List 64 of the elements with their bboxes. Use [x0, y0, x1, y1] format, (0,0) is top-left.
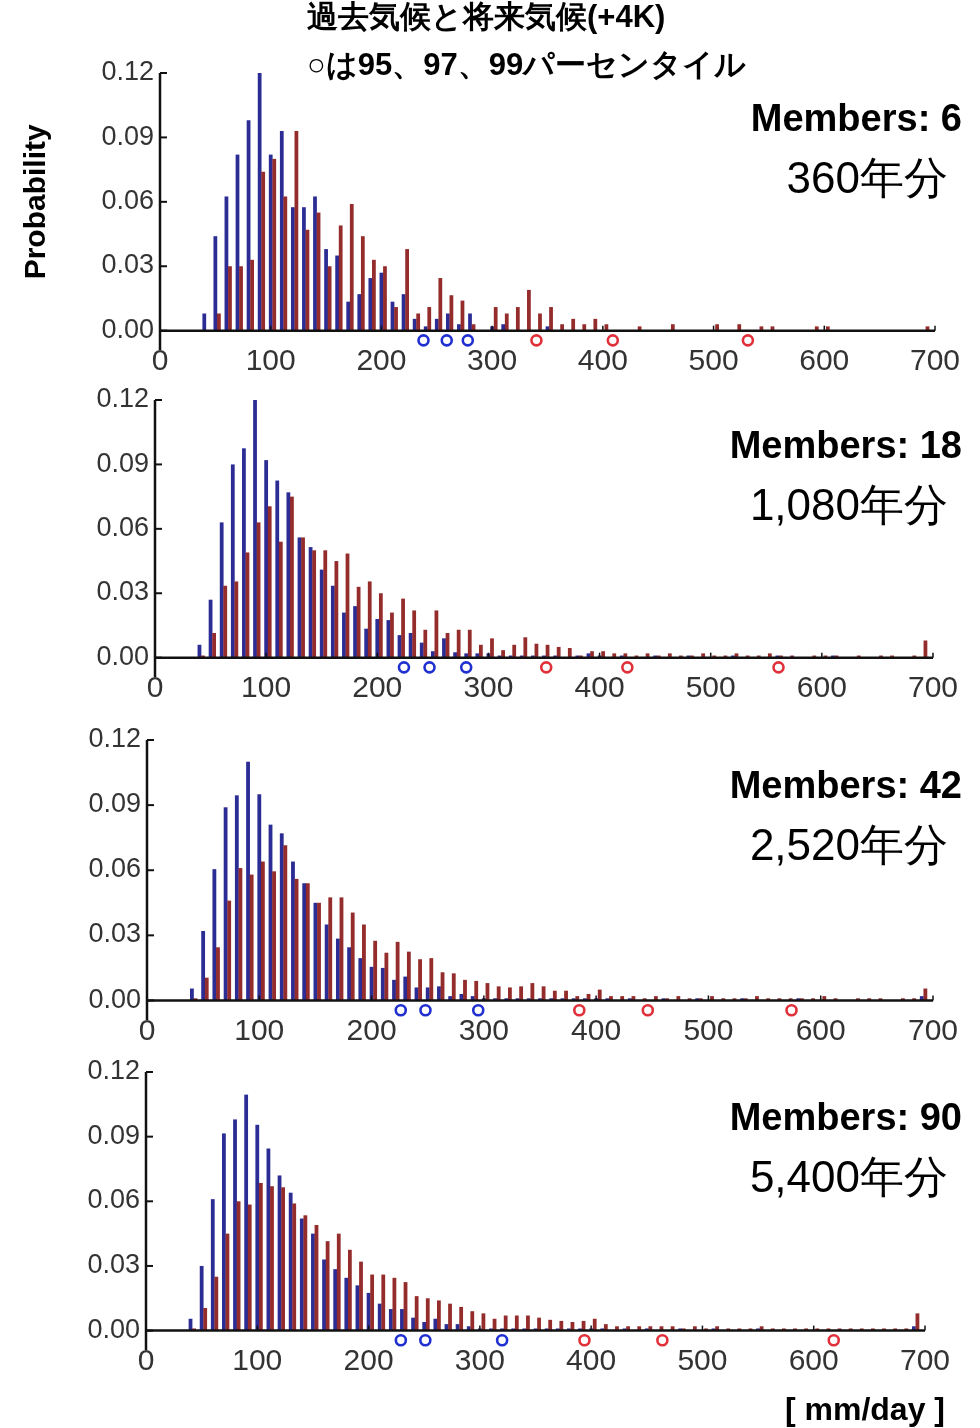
x-tick-label: 200 [346, 1012, 397, 1046]
y-tick-label: 0.03 [88, 918, 141, 949]
annotation: Members: 6 [750, 97, 962, 139]
annotation: 1,080年分 [749, 480, 948, 529]
x-tick-label: 0 [151, 342, 169, 376]
annotation: 5,400年分 [749, 1152, 948, 1201]
y-tick-label: 0.00 [87, 1313, 140, 1344]
y-tick-label: 0.12 [101, 56, 154, 87]
y-tick-label: 0.06 [87, 1184, 140, 1215]
annotation: 360年分 [786, 153, 948, 202]
x-tick-label: 600 [799, 342, 850, 376]
y-tick-label: 0.00 [101, 313, 154, 344]
x-tick-label: 0 [146, 669, 164, 703]
y-tick-label: 0.00 [96, 640, 149, 671]
x-tick-label: 300 [463, 669, 514, 703]
annotation: Members: 42 [729, 764, 962, 806]
annotation: 2,520年分 [749, 820, 948, 869]
y-tick-label: 0.06 [88, 853, 141, 884]
x-tick-label: 300 [454, 1342, 505, 1376]
x-tick-label: 300 [467, 342, 518, 376]
x-tick-label: 400 [574, 669, 625, 703]
x-tick-label: 700 [907, 669, 959, 703]
x-tick-label: 300 [458, 1012, 509, 1046]
y-tick-label: 0.03 [96, 576, 149, 607]
y-tick-label: 0.03 [87, 1249, 140, 1280]
y-tick-label: 0.12 [96, 383, 149, 414]
x-tick-label: 500 [688, 342, 739, 376]
x-axis-title: [ mm/day ] [784, 1391, 945, 1427]
x-tick-label: 0 [138, 1012, 156, 1046]
y-tick-label: 0.09 [88, 788, 141, 819]
chart-subtitle: ○は95、97、99パーセンタイル [307, 47, 747, 82]
x-tick-label: 200 [343, 1342, 394, 1376]
x-tick-label: 100 [241, 669, 292, 703]
y-tick-label: 0.03 [101, 249, 154, 280]
x-tick-label: 400 [577, 342, 628, 376]
x-tick-label: 0 [137, 1342, 155, 1376]
x-tick-label: 600 [795, 1012, 846, 1046]
x-tick-label: 700 [909, 342, 961, 376]
x-tick-label: 100 [234, 1012, 285, 1046]
y-tick-label: 0.09 [96, 447, 149, 478]
x-tick-label: 100 [245, 342, 296, 376]
x-tick-label: 600 [796, 669, 847, 703]
x-tick-label: 700 [899, 1342, 951, 1376]
x-tick-label: 400 [566, 1342, 617, 1376]
y-axis-title: Probability [18, 124, 51, 280]
y-tick-label: 0.09 [101, 120, 154, 151]
x-tick-label: 200 [356, 342, 407, 376]
x-tick-label: 500 [685, 669, 736, 703]
y-tick-label: 0.09 [87, 1119, 140, 1150]
y-tick-label: 0.06 [96, 511, 149, 542]
x-tick-label: 600 [788, 1342, 839, 1376]
chart-title: 過去気候と将来気候(+4K) [307, 0, 666, 34]
y-tick-label: 0.12 [88, 723, 141, 754]
y-tick-label: 0.06 [101, 184, 154, 215]
y-tick-label: 0.00 [88, 983, 141, 1014]
x-tick-label: 700 [907, 1012, 959, 1046]
annotation: Members: 90 [729, 1096, 962, 1138]
x-tick-label: 200 [352, 669, 403, 703]
x-tick-label: 500 [677, 1342, 728, 1376]
annotation: Members: 18 [729, 424, 962, 466]
x-tick-label: 500 [683, 1012, 734, 1046]
y-tick-label: 0.12 [87, 1055, 140, 1086]
x-tick-label: 100 [232, 1342, 283, 1376]
x-tick-label: 400 [571, 1012, 622, 1046]
